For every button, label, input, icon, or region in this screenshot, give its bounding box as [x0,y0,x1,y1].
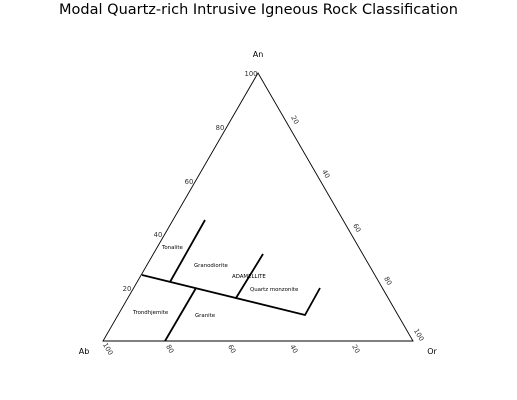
tick-left-100: 100 [245,70,258,78]
boundary-main [141,274,321,317]
tick-left-40: 40 [154,231,163,239]
ternary-frame [102,72,414,342]
tick-bottom-100: 100 [101,341,114,356]
field-label-quartz-monzonite: Quartz monzonite [250,287,299,293]
field-label-granite: Granite [195,313,216,319]
field-label-trondhjemite: Trondhjemite [132,310,169,316]
field-label-granodiorite: Granodiorite [194,263,228,269]
diagram-title: Modal Quartz-rich Intrusive Igneous Rock… [59,2,458,18]
boundary-granodiorite-adamellite [235,253,264,299]
field-label-adamellite: ADAMELLITE [232,274,266,280]
tick-right-100: 100 [412,327,425,342]
tick-left-20: 20 [123,285,132,293]
tick-bottom-20: 20 [350,343,361,354]
field-label-tonalite: Tonalite [161,245,184,251]
tick-left-60: 60 [185,178,194,186]
tick-bottom-40: 40 [288,343,299,354]
tick-left-80: 80 [216,124,225,132]
tick-right-80: 80 [382,275,393,286]
tick-right-60: 60 [351,222,362,233]
corner-label-an: An [253,50,264,59]
tick-bottom-60: 60 [226,343,237,354]
boundary-trondhjemite-granite [164,287,197,342]
corner-label-or: Or [427,347,437,356]
tick-bottom-80: 80 [164,343,175,354]
tick-right-20: 20 [289,114,300,125]
tick-right-40: 40 [320,168,331,179]
boundary-tonalite-granodiorite [169,219,206,283]
corner-label-ab: Ab [79,347,90,356]
